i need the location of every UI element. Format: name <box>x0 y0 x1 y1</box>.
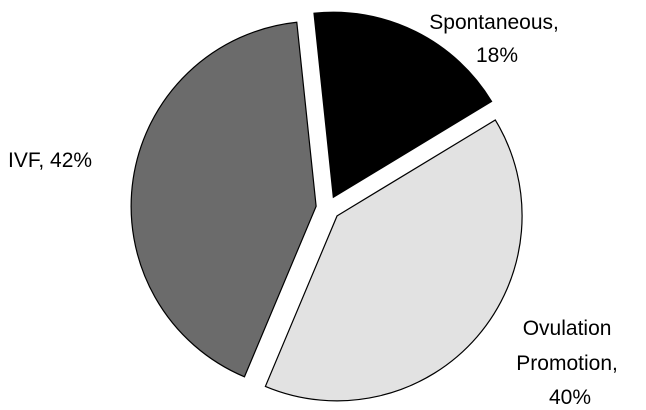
label-ovulation-line-3: 40% <box>549 386 591 409</box>
label-ovulation-line-1: Ovulation <box>523 317 612 340</box>
label-spontaneous-line-2: 18% <box>476 44 518 67</box>
pie-slice-ovulation-promotion <box>264 119 523 402</box>
pie-slice-spontaneous <box>313 11 493 199</box>
label-ivf: IVF, 42% <box>8 149 92 172</box>
label-spontaneous-line-1: Spontaneous, <box>429 11 559 34</box>
pie-slice-ivf <box>130 21 317 378</box>
label-ivf-line-1: IVF, 42% <box>8 149 92 172</box>
pie-slices <box>130 11 523 402</box>
label-ovulation-line-2: Promotion, <box>516 352 618 375</box>
label-spontaneous: Spontaneous, 18% <box>429 11 564 67</box>
label-ovulation-promotion: Ovulation Promotion, 40% <box>516 317 623 409</box>
